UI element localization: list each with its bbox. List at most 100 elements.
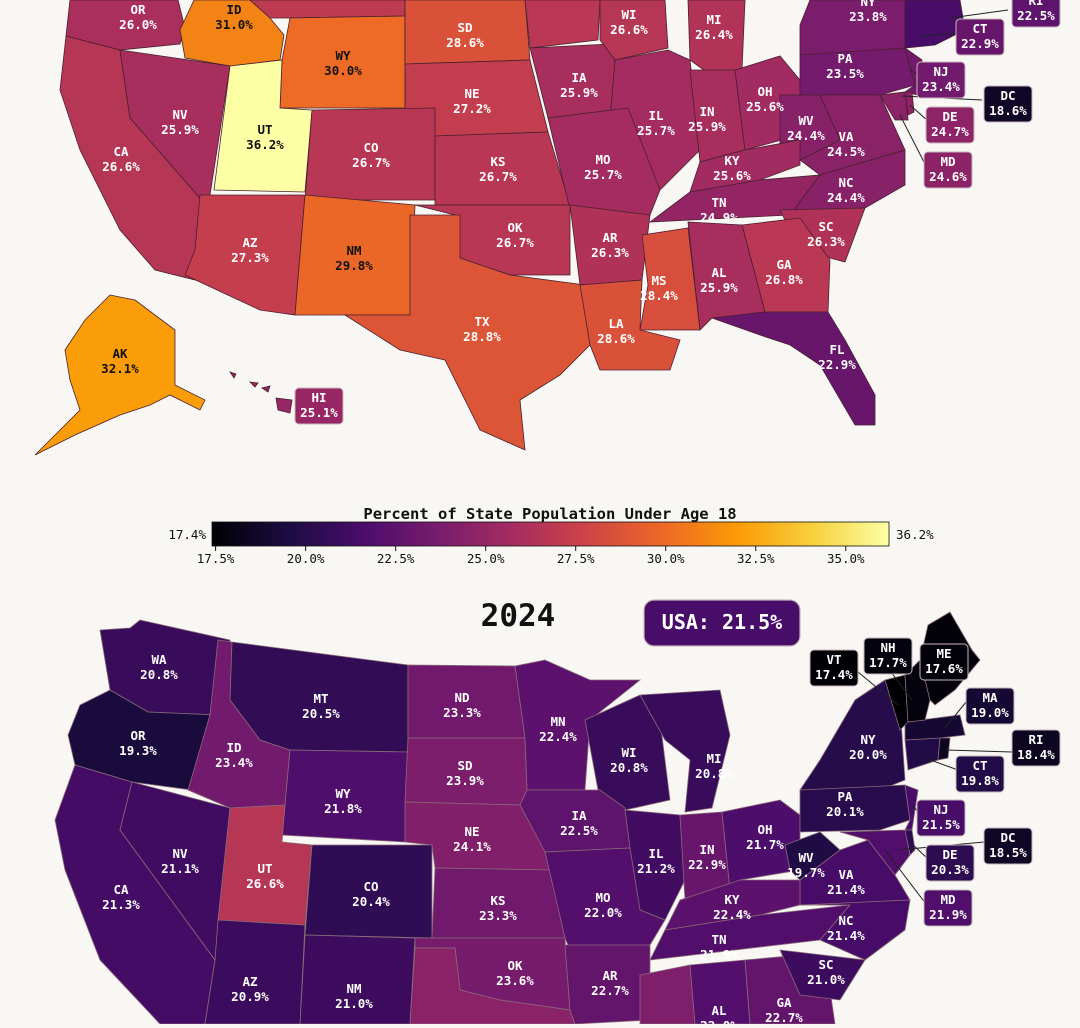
state-MS-2024 (639, 964, 696, 1025)
state-code-label: WI (621, 745, 636, 760)
state-code-label: NM (346, 981, 361, 996)
state-NY-2024 (799, 679, 906, 791)
colorbar-tick-label: 35.0% (827, 551, 865, 566)
callout-box (983, 85, 1033, 123)
state-code-label: MS (651, 273, 666, 288)
state-code-label: RI (1028, 732, 1043, 747)
callout-box (1011, 729, 1061, 767)
state-callout-MA-2024 (965, 687, 1015, 725)
state-code-label: UT (257, 122, 272, 137)
state-value-label: 26.7% (479, 169, 517, 184)
state-labels: ID31.0%WY30.0%SD28.6%WI26.6%MI26.4%NE27.… (101, 0, 1061, 1028)
state-callout-DE-top (925, 106, 975, 144)
state-value-label: 27.2% (453, 101, 491, 116)
state-value-label: 22.5% (560, 823, 598, 838)
state-value-label: 22.0% (700, 1018, 738, 1024)
state-value-label: 17.7% (869, 655, 907, 670)
state-code-label: AK (112, 346, 128, 361)
state-code-label: NY (860, 0, 876, 9)
state-code-label: WV (798, 850, 814, 865)
state-value-label: 19.0% (971, 705, 1009, 720)
state-value-label: 22.9% (818, 357, 856, 372)
state-value-label: 20.4% (352, 894, 390, 909)
state-MO-top (547, 107, 661, 216)
state-WY-top (279, 15, 406, 109)
colorbar-tick-label: 22.5% (377, 551, 415, 566)
state-code-label: ME (936, 646, 951, 661)
state-code-label: MO (595, 890, 610, 905)
state-value-label: 20.9% (231, 989, 269, 1004)
state-FL-top (711, 311, 876, 426)
state-value-label: 21.2% (637, 861, 675, 876)
state-code-label: ND (454, 690, 469, 705)
state-value-label: 25.9% (560, 85, 598, 100)
state-code-label: GA (776, 257, 792, 272)
state-MT-top (249, 0, 406, 19)
state-value-label: 26.4% (695, 27, 733, 42)
state-value-label: 22.9% (961, 36, 999, 51)
state-value-label: 21.8% (324, 801, 362, 816)
state-code-label: CA (113, 882, 129, 897)
callout-box (925, 106, 975, 144)
state-value-label: 24.1% (453, 839, 491, 854)
state-callout-VT-2024 (809, 649, 859, 687)
state-value-label: 24.6% (929, 169, 967, 184)
state-code-label: DC (1000, 88, 1015, 103)
state-code-label: UT (257, 861, 272, 876)
state-code-label: IA (571, 808, 587, 823)
state-value-label: 26.3% (591, 245, 629, 260)
state-code-label: VT (826, 652, 841, 667)
state-value-label: 22.9% (688, 857, 726, 872)
state-value-label: 22.0% (584, 905, 622, 920)
state-value-label: 23.5% (826, 66, 864, 81)
state-value-label: 21.9% (929, 907, 967, 922)
state-value-label: 21.3% (102, 897, 140, 912)
state-code-label: NE (464, 86, 479, 101)
state-code-label: ID (226, 740, 241, 755)
state-code-label: PA (837, 789, 853, 804)
state-code-label: MD (940, 154, 955, 169)
state-code-label: KS (490, 893, 505, 908)
callout-box (955, 18, 1005, 56)
state-MD-2024 (839, 829, 911, 876)
map-year-title: 2024 (481, 598, 556, 634)
state-code-label: NE (464, 824, 479, 839)
state-value-label: 21.0% (807, 972, 845, 987)
state-value-label: 24.4% (827, 190, 865, 205)
state-AZ-2024 (204, 919, 306, 1025)
callout-box (809, 649, 859, 687)
state-value-label: 28.6% (446, 35, 484, 50)
state-code-label: GA (776, 995, 792, 1010)
state-code-label: HI (311, 390, 326, 405)
usa-badge-text: USA: 21.5% (662, 610, 782, 634)
usa-badge: USA: 21.5% (643, 599, 801, 647)
state-MN-top (524, 0, 601, 49)
